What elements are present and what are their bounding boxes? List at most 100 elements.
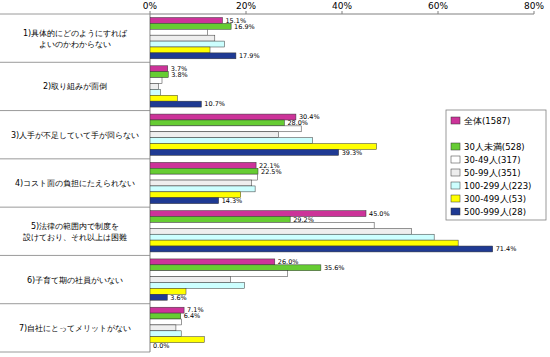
separator (0, 255, 150, 256)
bar (150, 126, 301, 132)
tick-mark (534, 11, 535, 14)
legend-label: 300-499人(53) (464, 194, 526, 204)
bar (150, 283, 245, 289)
tick-mark (246, 11, 247, 14)
legend-swatch (451, 195, 460, 202)
bar (150, 294, 167, 300)
bar (150, 83, 159, 89)
category-label-line: 5)法律の範囲内で制度を (31, 222, 119, 231)
bar (150, 211, 366, 217)
legend-swatch (451, 156, 460, 163)
tick-label: 20% (236, 1, 256, 11)
legend-label: 500-999人(28) (464, 207, 526, 217)
category-label: 4)コスト面の負担にたえられない (15, 179, 135, 188)
category-label: 3)人手が不足していて手が回らない (11, 131, 139, 140)
category-label-line: 2)取り組みが面倒 (43, 82, 107, 91)
bar (150, 319, 182, 325)
category-label-line: 1)具体的にどのようにすれば (23, 29, 128, 38)
category-label: 7)自社にとってメリットがない (19, 324, 131, 333)
category-label-line: 6)子育て期の社員がいない (27, 276, 123, 285)
bar (150, 228, 412, 234)
category-label: 2)取り組みが面倒 (43, 82, 107, 91)
chart-container: 0%20%40%60%80%1)具体的にどのようにすればよいのかわからない2)取… (0, 0, 550, 357)
tick-label: 0% (143, 1, 158, 11)
legend-swatch (451, 143, 460, 150)
bar (150, 78, 162, 84)
category-label: 6)子育て期の社員がいない (27, 276, 123, 285)
separator (0, 62, 150, 63)
category-label-line: 7)自社にとってメリットがない (19, 324, 131, 333)
bar (150, 89, 161, 95)
bar (150, 101, 201, 107)
bar (150, 198, 219, 204)
legend-swatch (451, 117, 460, 124)
data-label: 28.0% (287, 119, 308, 127)
data-label: 71.4% (496, 245, 517, 253)
separator (0, 110, 150, 111)
bar (150, 174, 258, 180)
bar (150, 331, 181, 337)
bar (150, 35, 215, 41)
bar (150, 18, 222, 24)
data-label: 3.6% (170, 294, 187, 302)
data-label: 22.5% (261, 168, 282, 176)
bar (150, 343, 151, 349)
legend-swatch (451, 182, 460, 189)
bar (150, 95, 177, 101)
data-label: 0.0% (153, 342, 170, 350)
tick-mark (342, 11, 343, 14)
data-label: 3.8% (171, 71, 188, 79)
category-label-line: 設けており、それ以上は困難 (23, 233, 127, 242)
data-label: 29.2% (293, 216, 314, 224)
category-label-line: 3)人手が不足していて手が回らない (11, 131, 139, 140)
bar (150, 217, 290, 223)
bar (150, 277, 231, 283)
bar (150, 23, 231, 29)
tick-mark (438, 11, 439, 14)
legend: 全体(1587) 30人未満(528) 30-49人(317) 50-99人(351)… (446, 110, 546, 220)
bar (150, 66, 168, 72)
separator (0, 303, 150, 304)
legend-swatch (451, 169, 460, 176)
category-label: 5)法律の範囲内で制度を設けており、それ以上は困難 (23, 222, 127, 242)
separator (0, 158, 150, 159)
bar (150, 240, 458, 246)
legend-swatch (451, 208, 460, 215)
legend-label: 50-99人(351) (464, 168, 521, 178)
tick-label: 60% (428, 1, 448, 11)
data-label: 14.3% (222, 197, 243, 205)
bar (150, 149, 339, 155)
bar (150, 168, 258, 174)
bar (150, 259, 275, 265)
legend-label: 30-49人(317) (464, 155, 521, 165)
category-label-line: 4)コスト面の負担にたえられない (15, 179, 135, 188)
data-label: 45.0% (369, 210, 390, 218)
tick-label: 80% (524, 1, 544, 11)
bar (150, 162, 256, 168)
bar (150, 120, 284, 126)
bar (150, 307, 184, 313)
category-label: 1)具体的にどのようにすればよいのかわからない (23, 29, 128, 49)
legend-label: 30人未満(528) (464, 142, 525, 152)
bar (150, 41, 224, 47)
legend-label: 全体(1587) (464, 116, 510, 126)
bar (150, 271, 288, 277)
bar (150, 114, 296, 120)
bar (150, 246, 493, 252)
bars (150, 18, 493, 343)
bar (150, 222, 374, 228)
bar (150, 186, 255, 192)
data-label: 35.6% (324, 264, 345, 272)
bar (150, 234, 434, 240)
separator (0, 352, 150, 353)
background (0, 0, 550, 357)
separator (0, 14, 150, 15)
bar (150, 47, 210, 53)
tick-mark (150, 11, 151, 14)
bar (150, 325, 176, 331)
data-label: 26.0% (278, 258, 299, 266)
bar (150, 29, 208, 35)
data-label: 6.4% (184, 312, 201, 320)
data-label: 16.9% (234, 23, 255, 31)
data-label: 39.3% (342, 149, 363, 157)
